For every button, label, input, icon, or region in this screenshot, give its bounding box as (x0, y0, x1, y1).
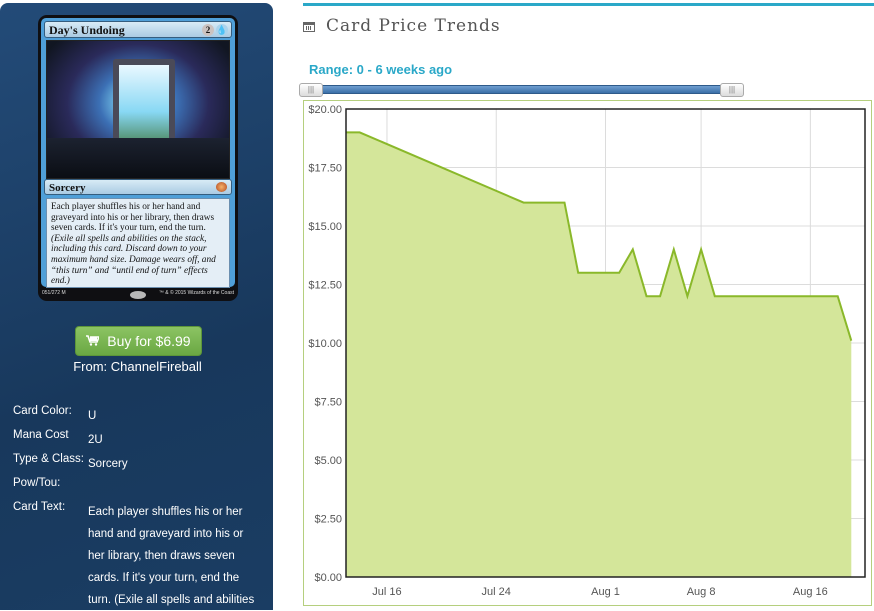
card-details: Card Color: U Mana Cost 2U Type & Class:… (13, 405, 258, 611)
y-tick-label: $15.00 (308, 221, 342, 233)
y-tick-label: $2.50 (314, 514, 342, 526)
card-image: Day's Undoing 2 💧 Sorcery Each player sh… (38, 15, 238, 301)
card-panel: Day's Undoing 2 💧 Sorcery Each player sh… (0, 3, 273, 610)
price-trends-panel: Card Price Trends Range: 0 - 6 weeks ago… (303, 0, 874, 610)
y-tick-label: $0.00 (314, 572, 342, 584)
card-frame: Day's Undoing 2 💧 Sorcery Each player sh… (41, 18, 235, 287)
calendar-icon (303, 20, 316, 32)
portal-art (113, 59, 175, 143)
x-tick-label: Aug 16 (793, 586, 828, 598)
accent-rule (303, 3, 874, 6)
detail-label: Card Text: (13, 501, 88, 611)
card-rules-text: Each player shuffles his or her hand and… (46, 198, 230, 288)
detail-row-mana: Mana Cost 2U (13, 429, 258, 453)
ground-art (47, 138, 229, 178)
collector-number: 051/272 M (42, 288, 66, 299)
holo-stamp-icon (130, 291, 146, 299)
section-title: Card Price Trends (303, 14, 501, 38)
section-title-text: Card Price Trends (326, 16, 501, 36)
slider-handle-right[interactable]: ||| (720, 83, 744, 97)
y-tick-label: $5.00 (314, 455, 342, 467)
card-type-bar: Sorcery (44, 179, 232, 195)
x-tick-label: Aug 8 (687, 586, 716, 598)
x-tick-label: Jul 16 (372, 586, 401, 598)
detail-value: 2U (88, 429, 258, 453)
blue-mana-icon: 💧 (216, 24, 228, 36)
y-tick-label: $17.50 (308, 163, 342, 175)
detail-value: Sorcery (88, 453, 258, 477)
card-name: Day's Undoing (49, 23, 125, 37)
detail-row-text: Card Text: Each player shuffles his or h… (13, 501, 258, 611)
rules-text: Each player shuffles his or her hand and… (51, 202, 214, 233)
card-name-bar: Day's Undoing 2 💧 (44, 21, 232, 38)
y-tick-label: $20.00 (308, 104, 342, 116)
generic-mana-icon: 2 (202, 24, 214, 36)
price-chart: $0.00 $2.50 $5.00 $7.50 $10.00 $12.50 $15.00 $1… (303, 100, 872, 606)
detail-label: Mana Cost (13, 429, 88, 453)
buy-button-label: Buy for $6.99 (107, 333, 190, 349)
y-tick-label: $10.00 (308, 338, 342, 350)
y-tick-label: $12.50 (308, 280, 342, 292)
detail-label: Card Color: (13, 405, 88, 429)
copyright: ™ & © 2015 Wizards of the Coast (159, 288, 234, 299)
cart-icon (86, 327, 99, 355)
slider-handle-left[interactable]: ||| (299, 83, 323, 97)
reminder-text: (Exile all spells and abilities on the s… (51, 234, 216, 286)
price-chart-svg: $0.00 $2.50 $5.00 $7.50 $10.00 $12.50 $15.00 $1… (304, 101, 871, 605)
range-label: Range: 0 - 6 weeks ago (309, 62, 452, 77)
range-slider[interactable]: ||| ||| (303, 83, 743, 95)
detail-label: Pow/Tou: (13, 477, 88, 501)
buy-button[interactable]: Buy for $6.99 (75, 326, 202, 356)
card-art (46, 40, 230, 179)
y-tick-label: $7.50 (314, 397, 342, 409)
detail-row-color: Card Color: U (13, 405, 258, 429)
detail-value: U (88, 405, 258, 429)
x-tick-label: Jul 24 (482, 586, 511, 598)
set-symbol-icon (216, 182, 227, 192)
detail-value: Each player shuffles his or her hand and… (88, 501, 258, 611)
slider-track[interactable] (313, 85, 733, 94)
detail-row-pow: Pow/Tou: (13, 477, 258, 501)
detail-value (88, 477, 258, 501)
mana-symbols: 2 💧 (202, 24, 228, 36)
seller-label: From: ChannelFireball (0, 359, 275, 374)
x-tick-label: Aug 1 (591, 586, 620, 598)
card-type-line: Sorcery (49, 182, 85, 194)
detail-label: Type & Class: (13, 453, 88, 477)
detail-row-type: Type & Class: Sorcery (13, 453, 258, 477)
